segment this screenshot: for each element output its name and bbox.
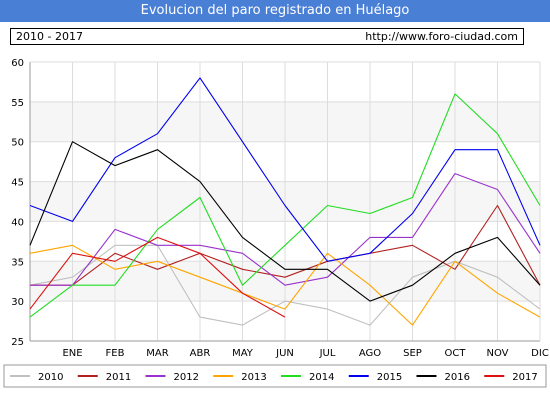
axes: [29, 61, 541, 342]
x-tick-label: FEB: [106, 348, 125, 359]
info-box: 2010 - 2017 http://www.foro-ciudad.com: [10, 28, 524, 45]
series-line-2017: [29, 236, 286, 318]
x-tick-label: JUL: [319, 348, 336, 359]
y-tick-label: 35: [11, 257, 24, 268]
series-line-2015: [29, 77, 541, 262]
range-label: 2010 - 2017: [16, 30, 83, 43]
x-tick-label: ABR: [190, 348, 211, 359]
y-tick-label: 55: [11, 98, 24, 109]
legend-label: 2010: [38, 372, 63, 383]
legend-label: 2015: [377, 372, 402, 383]
y-tick-label: 30: [11, 297, 24, 308]
series-line-2012: [30, 173, 541, 286]
x-tick-labels: ENE FEB MAR ABR MAY JUN JUL AGO SEP OCT NOV DIC: [62, 348, 548, 359]
y-tick-labels: 25 30 35 40 45 50 55 60: [11, 58, 24, 348]
legend: 2010 2011 2012 2013 2014 2015 2016 2017: [3, 364, 547, 388]
chart-title: Evolucion del paro registrado en Huélago: [140, 3, 410, 18]
x-tick-label: OCT: [445, 348, 467, 359]
y-tick-label: 45: [11, 178, 24, 189]
y-tick-label: 60: [11, 58, 24, 69]
x-tick-label: NOV: [486, 348, 508, 359]
series-line-2016: [29, 141, 541, 302]
legend-label: 2014: [309, 372, 334, 383]
y-tick-label: 40: [11, 217, 24, 228]
x-tick-label: MAY: [232, 348, 254, 359]
legend-box: [3, 364, 547, 388]
series-line-2013: [29, 244, 541, 326]
x-tick-label: MAR: [146, 348, 168, 359]
legend-label: 2016: [445, 372, 470, 383]
series-line-2011: [30, 204, 541, 286]
legend-label: 2013: [241, 372, 266, 383]
x-tick-label: AGO: [359, 348, 381, 359]
series-line-2014: [29, 93, 541, 318]
legend-label: 2017: [512, 372, 537, 383]
y-tick-label: 25: [11, 337, 24, 348]
legend-label: 2012: [174, 372, 199, 383]
chart-title-bar: Evolucion del paro registrado en Huélago: [0, 0, 550, 22]
source-url: http://www.foro-ciudad.com: [365, 30, 518, 43]
x-tick-label: SEP: [403, 348, 422, 359]
series-layer: [29, 77, 541, 326]
x-tick-label: JUN: [275, 348, 294, 359]
legend-label: 2011: [106, 372, 131, 383]
y-tick-label: 50: [11, 138, 24, 149]
x-tick-label: DIC: [531, 348, 549, 359]
x-tick-label: ENE: [62, 348, 82, 359]
